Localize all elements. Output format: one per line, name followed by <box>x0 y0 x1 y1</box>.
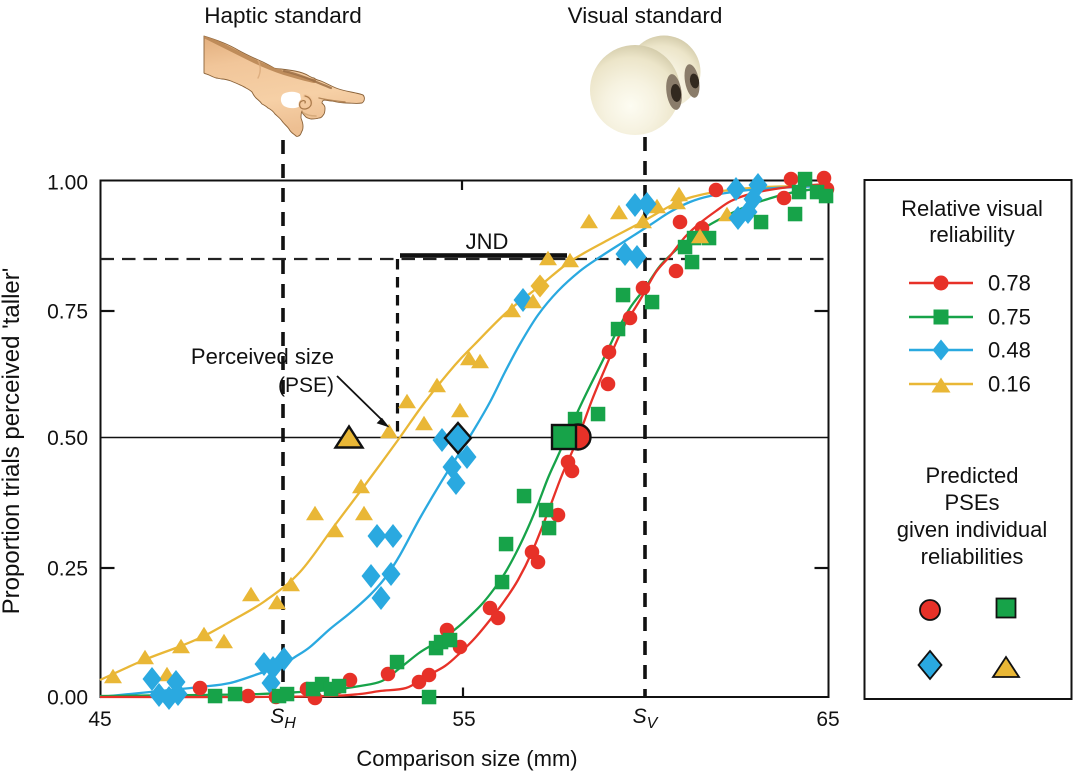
svg-text:0.25: 0.25 <box>47 558 88 581</box>
svg-text:55: 55 <box>452 708 475 731</box>
svg-text:Predicted: Predicted <box>926 463 1019 488</box>
svg-text:0.75: 0.75 <box>988 305 1031 330</box>
svg-text:Proportion trials perceived 't: Proportion trials perceived 'taller' <box>0 268 25 615</box>
svg-text:45: 45 <box>88 708 111 731</box>
svg-text:0.16: 0.16 <box>988 372 1031 397</box>
svg-text:Haptic standard: Haptic standard <box>204 3 362 28</box>
svg-text:PSEs: PSEs <box>944 490 999 515</box>
svg-text:Relative visual: Relative visual <box>901 196 1043 221</box>
svg-text:Comparison size (mm): Comparison size (mm) <box>356 746 577 771</box>
svg-text:reliability: reliability <box>929 222 1015 247</box>
svg-text:0.00: 0.00 <box>47 687 88 710</box>
svg-text:0.48: 0.48 <box>988 338 1031 363</box>
svg-text:1.00: 1.00 <box>47 172 88 195</box>
svg-text:0.75: 0.75 <box>47 301 88 324</box>
svg-text:(PSE): (PSE) <box>278 374 334 397</box>
svg-text:JND: JND <box>466 229 509 254</box>
svg-text:Visual standard: Visual standard <box>568 3 723 28</box>
svg-text:SV: SV <box>633 705 659 732</box>
svg-text:SH: SH <box>270 705 296 732</box>
svg-text:reliabilities: reliabilities <box>921 544 1024 569</box>
svg-text:0.50: 0.50 <box>47 427 88 450</box>
svg-text:given individual: given individual <box>897 517 1047 542</box>
svg-text:Perceived size: Perceived size <box>191 344 334 369</box>
svg-text:0.78: 0.78 <box>988 271 1031 296</box>
svg-text:65: 65 <box>816 708 839 731</box>
